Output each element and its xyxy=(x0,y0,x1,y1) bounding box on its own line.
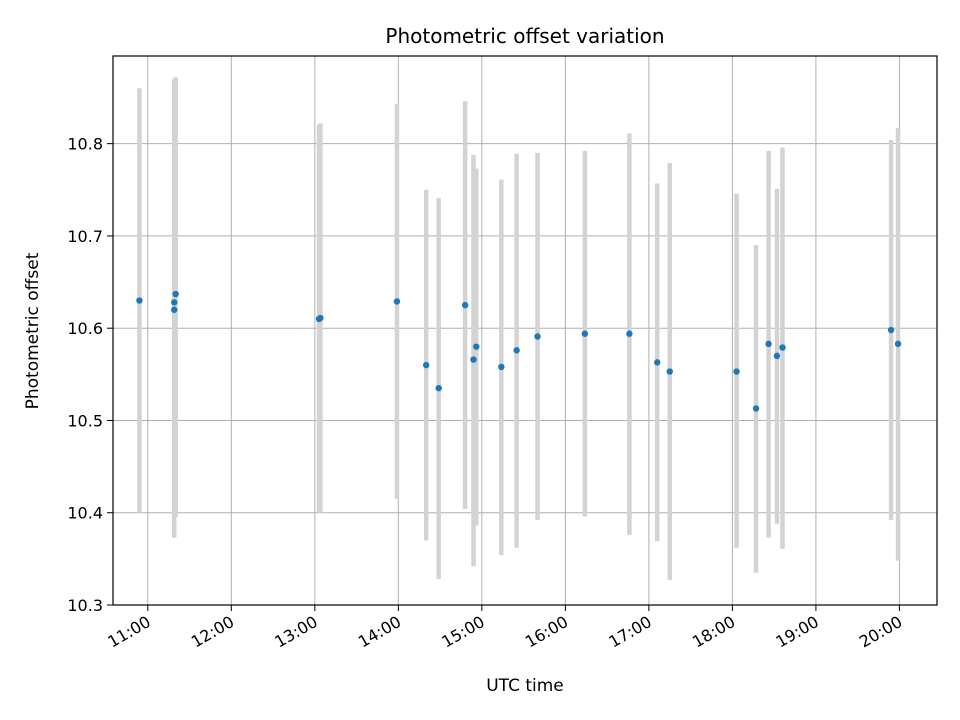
data-point xyxy=(171,299,178,306)
data-point xyxy=(626,330,633,337)
data-points xyxy=(136,290,902,412)
y-axis-ticks: 10.3 10.4 10.5 10.6 10.7 10.8 xyxy=(67,135,113,615)
y-tick-label: 10.3 xyxy=(67,596,103,615)
data-point xyxy=(470,356,477,363)
data-point xyxy=(393,298,401,305)
y-tick-label: 10.8 xyxy=(67,135,103,154)
data-point xyxy=(513,347,520,354)
data-point xyxy=(171,306,178,313)
y-tick-label: 10.7 xyxy=(67,227,103,246)
data-point xyxy=(473,343,480,350)
data-point xyxy=(422,361,430,369)
plot-frame xyxy=(112,55,938,606)
data-point xyxy=(317,314,324,322)
data-point xyxy=(136,297,143,304)
data-point xyxy=(894,340,902,348)
y-tick-label: 10.5 xyxy=(67,411,103,430)
data-point xyxy=(733,368,740,375)
data-point xyxy=(887,326,895,334)
data-point xyxy=(779,344,786,351)
data-point xyxy=(581,330,589,337)
x-axis-title: UTC time xyxy=(486,676,564,696)
y-tick-label: 10.6 xyxy=(67,319,103,338)
data-point xyxy=(752,405,760,412)
data-point xyxy=(534,333,541,340)
data-point xyxy=(765,340,772,348)
chart-title: Photometric offset variation xyxy=(385,24,664,48)
data-point xyxy=(461,301,469,309)
data-point xyxy=(498,363,505,371)
data-point xyxy=(172,290,179,298)
data-point xyxy=(654,359,661,366)
y-axis-title: Photometric offset xyxy=(23,252,43,409)
data-point xyxy=(666,368,673,375)
data-point xyxy=(773,352,781,360)
y-tick-label: 10.4 xyxy=(67,504,103,523)
data-point xyxy=(435,384,442,392)
